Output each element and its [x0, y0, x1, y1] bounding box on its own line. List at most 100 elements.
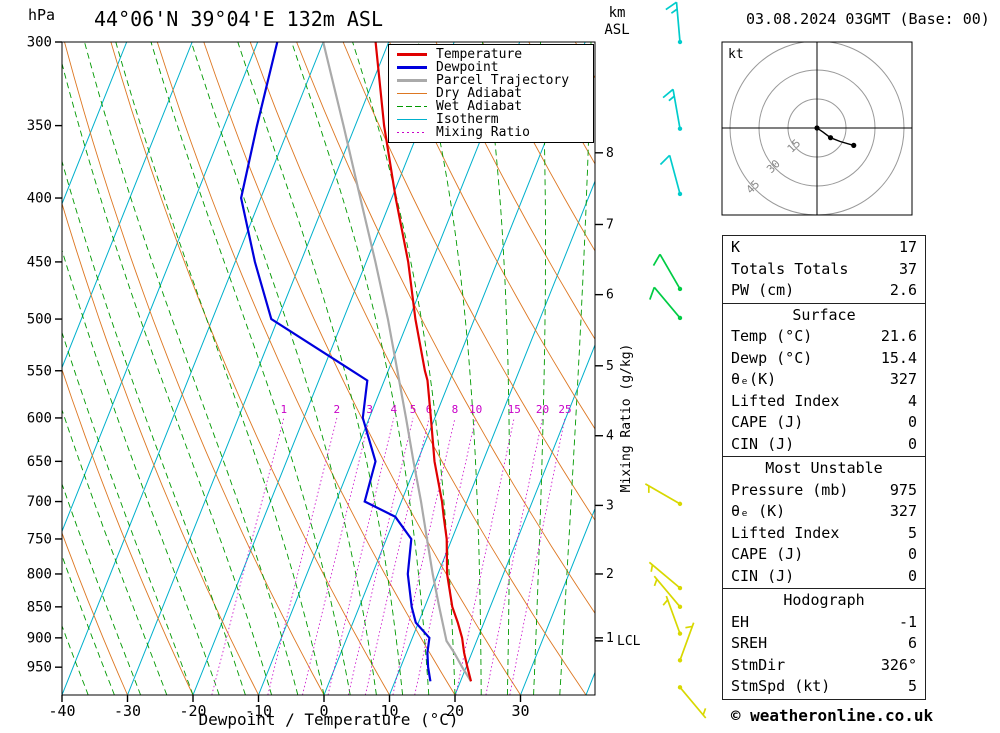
stats-section: K 17 Totals Totals 37 PW (cm) 2.6	[722, 235, 926, 304]
barb-station-dot	[677, 501, 683, 507]
mixing-ratio-label: 20	[536, 403, 549, 416]
mixing-ratio-label: 2	[334, 403, 341, 416]
barb-station-dot	[677, 585, 683, 591]
hodograph-trace	[816, 127, 854, 147]
stats-value: 5	[907, 523, 917, 542]
mixing-ratio-label: 4	[390, 403, 397, 416]
temperature-curve	[374, 42, 473, 682]
isotherm-line	[520, 507, 595, 695]
dry-adiabat-line	[249, 42, 587, 695]
barb-feather-half	[685, 625, 693, 629]
stats-row: θₑ (K) 327	[723, 501, 925, 523]
temperature-tick-label: 0	[319, 702, 328, 720]
legend-item-label: Mixing Ratio	[436, 125, 530, 140]
stats-row: EH -1	[723, 612, 925, 634]
isotherm-line	[62, 42, 324, 695]
barb-staff	[653, 286, 681, 319]
stats-value: 975	[889, 480, 917, 499]
temperature-tick-label: -40	[48, 702, 75, 720]
pressure-tick-label: 600	[27, 410, 52, 426]
mixing-ratio-label: 3	[366, 403, 373, 416]
barb-feather-full	[662, 88, 674, 99]
parcel-trajectory-curve	[322, 42, 472, 682]
legend-item: Wet Adiabat	[389, 100, 593, 113]
temperature-axis-title: Dewpoint / Temperature (°C)	[198, 710, 458, 729]
pressure-tick-label: 950	[27, 660, 52, 676]
stats-label: Lifted Index	[731, 523, 840, 542]
pressure-tick-label: 550	[27, 363, 52, 379]
stats-row: Lifted Index 5	[723, 523, 925, 545]
dry-adiabat-line	[62, 368, 194, 695]
barb-feather-full	[665, 1, 678, 11]
wet-adiabat-line	[62, 248, 220, 695]
barb-station-dot	[677, 658, 683, 663]
legend-item: Temperature	[389, 48, 593, 61]
mixing-ratio-line	[509, 417, 566, 695]
altitude-unit-km: km	[608, 5, 626, 21]
mixing-ratio-label: 15	[508, 403, 521, 416]
stats-section: Hodograph EH -1 SREH 6 StmDir 326° StmSpd (kt) 5	[722, 588, 926, 700]
isotherm-line	[389, 179, 595, 695]
stats-value: 327	[889, 370, 917, 388]
pressure-tick-label: 850	[27, 599, 52, 615]
stats-value: 2.6	[889, 281, 917, 299]
km-tick-label: 3	[606, 498, 614, 513]
stats-row: PW (cm) 2.6	[723, 280, 925, 302]
stats-value: -1	[898, 612, 917, 631]
barb-staff	[653, 575, 681, 608]
isotherm-line	[258, 42, 521, 695]
stats-row: CAPE (J) 0	[723, 412, 925, 434]
mixing-ratio-label: 10	[469, 403, 482, 416]
legend-item-label: Dewpoint	[436, 60, 499, 75]
wind-barb	[677, 622, 695, 663]
stats-row: SREH 6	[723, 633, 925, 655]
isotherm-line	[127, 42, 390, 695]
mixing-ratio-line	[365, 417, 430, 695]
dry-adiabat-line	[389, 42, 595, 430]
barb-feather-full	[652, 253, 661, 266]
mixing-ratio-label: 5	[410, 403, 417, 416]
wind-barb	[653, 575, 683, 610]
temperature-tick-label: -10	[245, 702, 272, 720]
dry-adiabat-line	[64, 42, 325, 695]
stats-row: K 17	[723, 237, 925, 259]
wet-adiabat-line	[150, 42, 351, 695]
wet-adiabat-line	[291, 42, 430, 695]
stats-label: Dewp (°C)	[731, 348, 813, 367]
legend-item: Dewpoint	[389, 61, 593, 74]
stats-section-header: Most Unstable	[765, 459, 883, 477]
stats-row: StmDir 326°	[723, 655, 925, 677]
pressure-tick-label: 900	[27, 630, 52, 646]
wind-barb	[649, 286, 683, 321]
run-datetime: 03.08.2024 03GMT (Base: 00)	[746, 10, 990, 28]
stats-value: 327	[889, 502, 917, 520]
stats-row: CAPE (J) 0	[723, 544, 925, 566]
hodograph-trace-dot	[851, 142, 857, 148]
legend-swatch	[397, 93, 427, 94]
stats-label: EH	[731, 612, 750, 631]
hodograph-unit-label: kt	[728, 47, 744, 62]
stats-label: CAPE (J)	[731, 413, 804, 431]
barb-station-dot	[677, 631, 683, 636]
stats-label: PW (cm)	[731, 281, 795, 299]
temperature-tick-label: 30	[511, 702, 529, 720]
wet-adiabat-line	[62, 482, 142, 695]
pressure-tick-label: 300	[27, 35, 52, 51]
altitude-axis-unit-label: km ASL	[600, 5, 634, 39]
stats-row: CIN (J) 0	[723, 434, 925, 456]
copyright-link[interactable]: © weatheronline.co.uk	[730, 706, 934, 725]
stats-label: Temp (°C)	[731, 327, 813, 345]
isotherm-line	[62, 42, 259, 533]
dry-adiabat-line	[342, 42, 595, 522]
wet-adiabat-line	[533, 42, 546, 695]
stats-value: 17	[898, 238, 917, 256]
legend-item-label: Dry Adiabat	[436, 86, 523, 101]
isotherm-line	[454, 343, 595, 695]
dry-adiabat-line	[62, 531, 128, 695]
stats-row: θₑ(K) 327	[723, 369, 925, 391]
wind-barb	[659, 154, 683, 197]
wet-adiabat-line	[62, 624, 89, 695]
